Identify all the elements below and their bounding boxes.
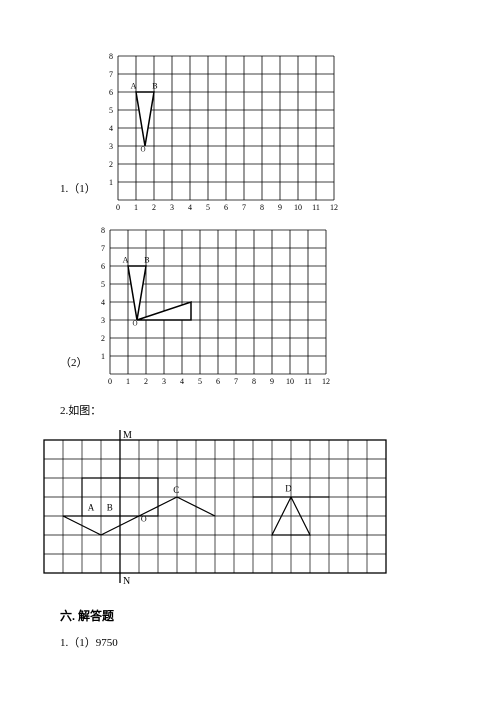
svg-text:7: 7 xyxy=(234,377,238,386)
svg-text:2: 2 xyxy=(152,203,156,212)
svg-text:1: 1 xyxy=(101,352,105,361)
svg-text:6: 6 xyxy=(224,203,228,212)
svg-text:11: 11 xyxy=(312,203,320,212)
chart-3: M N A B O C D xyxy=(40,426,390,587)
figure-1-2-label: （2） xyxy=(60,354,88,370)
svg-text:8: 8 xyxy=(109,52,113,61)
svg-text:5: 5 xyxy=(109,106,113,115)
svg-text:2: 2 xyxy=(109,160,113,169)
q2-label: 2.如图： xyxy=(60,402,440,418)
chart-2: 012345678910111212345678ABO xyxy=(96,226,330,388)
svg-text:2: 2 xyxy=(101,334,105,343)
svg-text:M: M xyxy=(123,430,132,441)
svg-text:C: C xyxy=(173,485,179,495)
svg-text:4: 4 xyxy=(188,203,192,212)
svg-text:O: O xyxy=(132,319,137,327)
svg-text:5: 5 xyxy=(101,280,105,289)
svg-text:0: 0 xyxy=(116,203,120,212)
svg-text:10: 10 xyxy=(286,377,294,386)
svg-text:3: 3 xyxy=(162,377,166,386)
figure-1-1: 1.（1） 012345678910111212345678ABO xyxy=(60,52,440,214)
svg-text:A: A xyxy=(130,81,136,90)
svg-text:5: 5 xyxy=(206,203,210,212)
svg-text:N: N xyxy=(123,576,130,587)
svg-text:3: 3 xyxy=(101,316,105,325)
svg-text:8: 8 xyxy=(260,203,264,212)
svg-text:8: 8 xyxy=(101,226,105,235)
svg-text:1: 1 xyxy=(126,377,130,386)
svg-text:4: 4 xyxy=(101,298,105,307)
svg-text:11: 11 xyxy=(304,377,312,386)
figure-1-1-label: 1.（1） xyxy=(60,180,96,196)
svg-text:7: 7 xyxy=(242,203,246,212)
svg-text:12: 12 xyxy=(322,377,330,386)
svg-text:6: 6 xyxy=(101,262,105,271)
svg-text:12: 12 xyxy=(330,203,338,212)
svg-text:1: 1 xyxy=(134,203,138,212)
chart-1: 012345678910111212345678ABO xyxy=(104,52,338,214)
svg-text:O: O xyxy=(141,515,147,524)
section-6-title: 六. 解答题 xyxy=(60,607,440,624)
figure-1-2: （2） 012345678910111212345678ABO xyxy=(60,226,440,388)
svg-text:7: 7 xyxy=(101,244,105,253)
svg-text:3: 3 xyxy=(170,203,174,212)
svg-text:A: A xyxy=(88,502,95,512)
svg-text:8: 8 xyxy=(252,377,256,386)
svg-text:D: D xyxy=(285,483,292,493)
answer-1-1: 1.（1）9750 xyxy=(60,634,440,650)
svg-text:B: B xyxy=(107,502,113,512)
svg-text:0: 0 xyxy=(108,377,112,386)
svg-text:7: 7 xyxy=(109,70,113,79)
svg-text:1: 1 xyxy=(109,178,113,187)
svg-text:A: A xyxy=(122,255,128,264)
svg-text:5: 5 xyxy=(198,377,202,386)
svg-text:4: 4 xyxy=(180,377,184,386)
svg-text:9: 9 xyxy=(270,377,274,386)
svg-text:6: 6 xyxy=(216,377,220,386)
svg-text:4: 4 xyxy=(109,124,113,133)
svg-text:9: 9 xyxy=(278,203,282,212)
svg-text:O: O xyxy=(140,145,145,153)
svg-text:B: B xyxy=(152,81,157,90)
svg-text:10: 10 xyxy=(294,203,302,212)
svg-text:B: B xyxy=(144,255,149,264)
svg-text:6: 6 xyxy=(109,88,113,97)
svg-text:3: 3 xyxy=(109,142,113,151)
svg-text:2: 2 xyxy=(144,377,148,386)
